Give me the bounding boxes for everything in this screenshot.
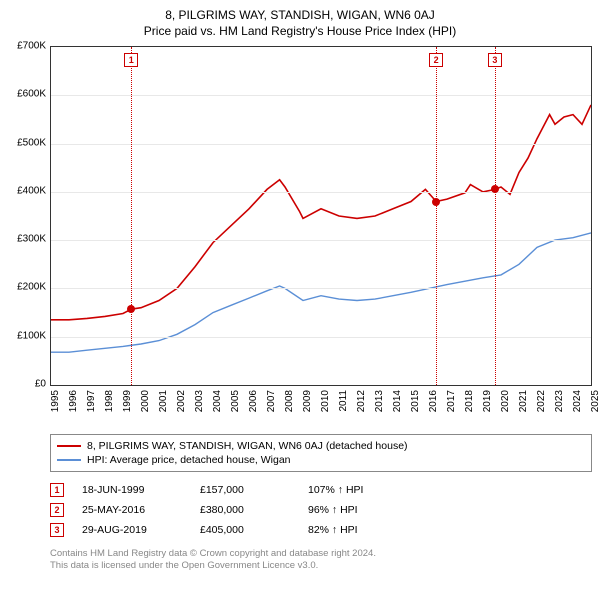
ytick-label: £700K [17,41,46,52]
xtick-label: 2015 [410,390,421,412]
event-date: 25-MAY-2016 [82,504,182,516]
event-row: 2 25-MAY-2016 £380,000 96% ↑ HPI [50,500,592,520]
xtick-label: 2008 [284,390,295,412]
x-axis-labels: 1995 1996 1997 1998 1999 2000 2001 2002 2003 2004… [50,386,592,428]
event-row: 3 29-AUG-2019 £405,000 82% ↑ HPI [50,520,592,540]
legend-item: 8, PILGRIMS WAY, STANDISH, WIGAN, WN6 0A… [57,439,585,453]
xtick-label: 1997 [86,390,97,412]
event-vline [131,47,132,385]
event-price: £380,000 [200,504,290,516]
chart-subtitle: Price paid vs. HM Land Registry's House … [8,24,592,38]
legend-label: HPI: Average price, detached house, Wiga… [87,454,291,466]
xtick-label: 2005 [230,390,241,412]
event-point [127,305,135,313]
legend-swatch [57,445,81,447]
event-price: £405,000 [200,524,290,536]
xtick-label: 2025 [590,390,600,412]
event-row-marker: 2 [50,503,64,517]
event-price: £157,000 [200,484,290,496]
xtick-label: 2019 [482,390,493,412]
xtick-label: 2009 [302,390,313,412]
xtick-label: 2007 [266,390,277,412]
xtick-label: 1996 [68,390,79,412]
xtick-label: 2001 [158,390,169,412]
legend: 8, PILGRIMS WAY, STANDISH, WIGAN, WN6 0A… [50,434,592,472]
xtick-label: 2003 [194,390,205,412]
xtick-label: 2011 [338,390,349,412]
event-date: 29-AUG-2019 [82,524,182,536]
event-marker-3: 3 [488,53,502,67]
y-axis-labels: £0£100K£200K£300K£400K£500K£600K£700K [8,46,50,386]
event-pct: 96% ↑ HPI [308,504,398,516]
event-pct: 82% ↑ HPI [308,524,398,536]
xtick-label: 2002 [176,390,187,412]
event-row-marker: 3 [50,523,64,537]
footer-line-1: Contains HM Land Registry data © Crown c… [50,548,592,560]
xtick-label: 2017 [446,390,457,412]
ytick-label: £300K [17,234,46,245]
ytick-label: £600K [17,89,46,100]
xtick-label: 1999 [122,390,133,412]
footer-line-2: This data is licensed under the Open Gov… [50,560,592,572]
xtick-label: 2013 [374,390,385,412]
xtick-label: 2004 [212,390,223,412]
ytick-label: £0 [35,379,46,390]
ytick-label: £500K [17,137,46,148]
event-point [432,198,440,206]
legend-item: HPI: Average price, detached house, Wiga… [57,453,585,467]
xtick-label: 2024 [572,390,583,412]
event-row-marker: 1 [50,483,64,497]
chart-title: 8, PILGRIMS WAY, STANDISH, WIGAN, WN6 0A… [8,8,592,22]
xtick-label: 2020 [500,390,511,412]
xtick-label: 2022 [536,390,547,412]
xtick-label: 2006 [248,390,259,412]
xtick-label: 2023 [554,390,565,412]
legend-swatch [57,459,81,461]
footer-attribution: Contains HM Land Registry data © Crown c… [50,548,592,573]
xtick-label: 2021 [518,390,529,412]
xtick-label: 2012 [356,390,367,412]
event-date: 18-JUN-1999 [82,484,182,496]
xtick-label: 1995 [50,390,61,412]
event-row: 1 18-JUN-1999 £157,000 107% ↑ HPI [50,480,592,500]
ytick-label: £100K [17,330,46,341]
event-pct: 107% ↑ HPI [308,484,398,496]
xtick-label: 2018 [464,390,475,412]
legend-label: 8, PILGRIMS WAY, STANDISH, WIGAN, WN6 0A… [87,440,408,452]
plot-area: 1 2 3 [50,46,592,386]
event-table: 1 18-JUN-1999 £157,000 107% ↑ HPI 2 25-MAY-20… [50,480,592,540]
ytick-label: £200K [17,282,46,293]
xtick-label: 1998 [104,390,115,412]
xtick-label: 2014 [392,390,403,412]
ytick-label: £400K [17,185,46,196]
xtick-label: 2016 [428,390,439,412]
event-marker-2: 2 [429,53,443,67]
xtick-label: 2000 [140,390,151,412]
xtick-label: 2010 [320,390,331,412]
event-vline [436,47,437,385]
event-marker-1: 1 [124,53,138,67]
chart-container: £0£100K£200K£300K£400K£500K£600K£700K 12… [8,46,592,428]
event-point [491,185,499,193]
event-vline [495,47,496,385]
